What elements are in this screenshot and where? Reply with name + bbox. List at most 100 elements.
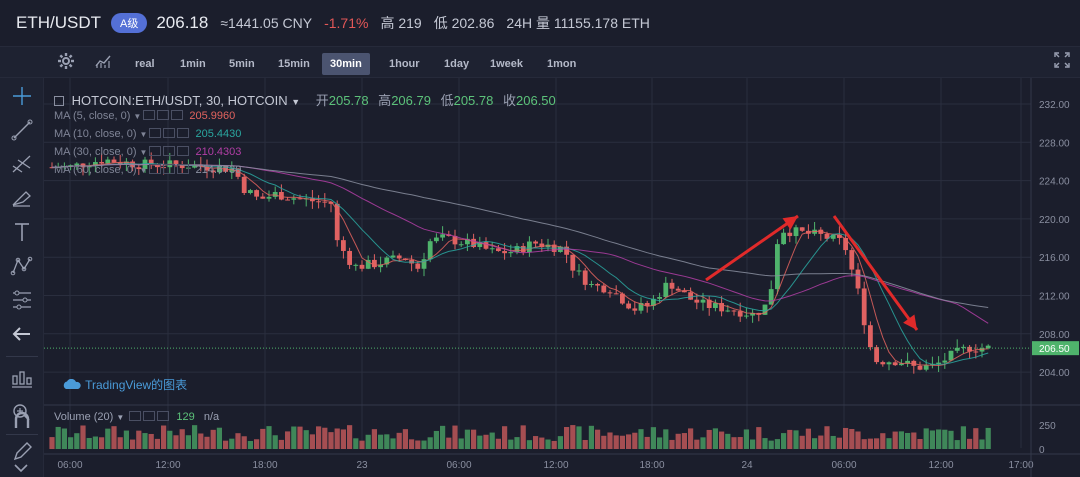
candle-body [136, 167, 142, 170]
fib-tool-icon[interactable] [8, 152, 36, 176]
candle-body [539, 243, 545, 248]
price-chart[interactable]: 232.00 228.00 224.00 220.00 216.00 212.00 208.… [44, 78, 1080, 477]
chevron-down-icon[interactable]: ▼ [116, 413, 125, 422]
volume-bar [675, 433, 681, 449]
candle-body [564, 246, 569, 255]
brush-icon[interactable] [8, 186, 36, 210]
candle-body [651, 298, 656, 306]
close-icon[interactable] [177, 128, 190, 138]
fullscreen-icon[interactable] [1052, 52, 1072, 72]
candle-body [719, 303, 724, 312]
collapse-icon[interactable] [54, 96, 64, 106]
volume-bar [880, 433, 886, 449]
candle-body [917, 365, 923, 370]
high-value: 206.79 [391, 93, 431, 108]
pair-name[interactable]: ETH/USDT [16, 13, 101, 32]
volume-bar [898, 431, 904, 449]
chevron-down-icon[interactable]: ▼ [133, 112, 142, 121]
pattern-icon[interactable] [8, 254, 36, 278]
volume-bar [973, 428, 979, 449]
volume-bar [185, 435, 191, 449]
eye-icon[interactable] [143, 110, 156, 120]
eye-icon[interactable] [149, 128, 162, 138]
measure-icon[interactable] [8, 366, 36, 390]
volume-bar [905, 432, 911, 449]
interval-real[interactable]: real [135, 58, 155, 70]
chart-symbol[interactable]: HOTCOIN:ETH/USDT, 30, HOTCOIN [71, 93, 288, 108]
ohlc-header: HOTCOIN:ETH/USDT, 30, HOTCOIN ▼ 开205.78 … [54, 90, 556, 109]
ma-value: 205.9960 [189, 110, 236, 122]
volume-bar [508, 439, 514, 449]
back-arrow-icon[interactable] [8, 322, 36, 346]
ma-value: 205.4430 [195, 128, 242, 140]
volume-bar [712, 428, 718, 449]
candle-body [694, 299, 700, 303]
ma-label[interactable]: MA (5, close, 0) [54, 110, 131, 122]
candle-body [260, 196, 266, 199]
settings-box-icon[interactable] [157, 110, 170, 120]
candle-body [334, 203, 340, 241]
volume-bar [843, 427, 849, 449]
indicators-icon[interactable] [93, 52, 113, 72]
volume-bar [582, 439, 588, 449]
ma-label[interactable]: MA (10, close, 0) [54, 128, 137, 140]
candle-body [254, 190, 259, 197]
candle-body [874, 347, 879, 363]
settings-box-icon[interactable] [143, 411, 156, 421]
prediction-icon[interactable] [8, 288, 36, 312]
trend-line-icon[interactable] [8, 118, 36, 142]
magnet-icon[interactable] [8, 410, 36, 435]
volume-bar [334, 428, 340, 449]
volume-label[interactable]: Volume (20) [54, 411, 114, 423]
volume-bar [464, 429, 470, 449]
close-icon[interactable] [177, 146, 190, 156]
interval-1hour[interactable]: 1hour [389, 58, 420, 70]
candle-body [328, 201, 334, 204]
volume-bar [223, 440, 229, 449]
interval-1min[interactable]: 1min [180, 58, 206, 70]
chevron-down-icon[interactable]: ▼ [139, 166, 148, 175]
ma-legend-row: MA (60, close, 0) ▼ 214.6730 [54, 164, 241, 176]
close-icon[interactable] [177, 164, 190, 174]
crosshair-icon[interactable] [8, 84, 36, 108]
chart-canvas[interactable]: 232.00 228.00 224.00 220.00 216.00 212.00 208.… [44, 78, 1080, 477]
eye-icon[interactable] [149, 164, 162, 174]
time-tick-label: 17:00 [1008, 460, 1033, 471]
volume-bar [80, 425, 86, 449]
time-tick-label: 06:00 [446, 460, 471, 471]
ma-label[interactable]: MA (60, close, 0) [54, 164, 137, 176]
candle-body [613, 293, 619, 295]
candle-body [601, 285, 607, 293]
interval-1mon[interactable]: 1mon [547, 58, 577, 70]
candle-body [285, 199, 290, 201]
gear-icon[interactable] [56, 52, 76, 72]
volume-tick-label: 0 [1039, 445, 1045, 456]
chevron-down-icon[interactable]: ▼ [139, 130, 148, 139]
chevron-down-icon[interactable]: ▼ [291, 97, 301, 107]
settings-box-icon[interactable] [163, 164, 176, 174]
interval-15min[interactable]: 15min [278, 58, 310, 70]
close-icon[interactable] [157, 411, 170, 421]
chevron-down-icon[interactable]: ▼ [139, 148, 148, 157]
candle-body [644, 303, 650, 306]
interval-30min[interactable]: 30min [322, 53, 370, 75]
close-icon[interactable] [171, 110, 184, 120]
candle-body [632, 308, 638, 311]
settings-box-icon[interactable] [163, 128, 176, 138]
candle-body [204, 166, 210, 171]
tradingview-watermark[interactable]: TradingView的图表 [62, 376, 187, 393]
interval-1week[interactable]: 1week [490, 58, 524, 70]
volume-bar [787, 429, 793, 449]
chevron-down-icon[interactable] [11, 461, 31, 477]
pencil-icon[interactable] [8, 440, 36, 467]
eye-icon[interactable] [129, 411, 142, 421]
volume-bar [390, 438, 396, 449]
settings-box-icon[interactable] [163, 146, 176, 156]
volume-bar [409, 439, 415, 449]
ma-label[interactable]: MA (30, close, 0) [54, 146, 137, 158]
interval-5min[interactable]: 5min [229, 58, 255, 70]
interval-1day[interactable]: 1day [444, 58, 470, 70]
text-tool-icon[interactable] [8, 220, 36, 244]
ma-legend-row: MA (10, close, 0) ▼ 205.4430 [54, 128, 241, 140]
eye-icon[interactable] [149, 146, 162, 156]
